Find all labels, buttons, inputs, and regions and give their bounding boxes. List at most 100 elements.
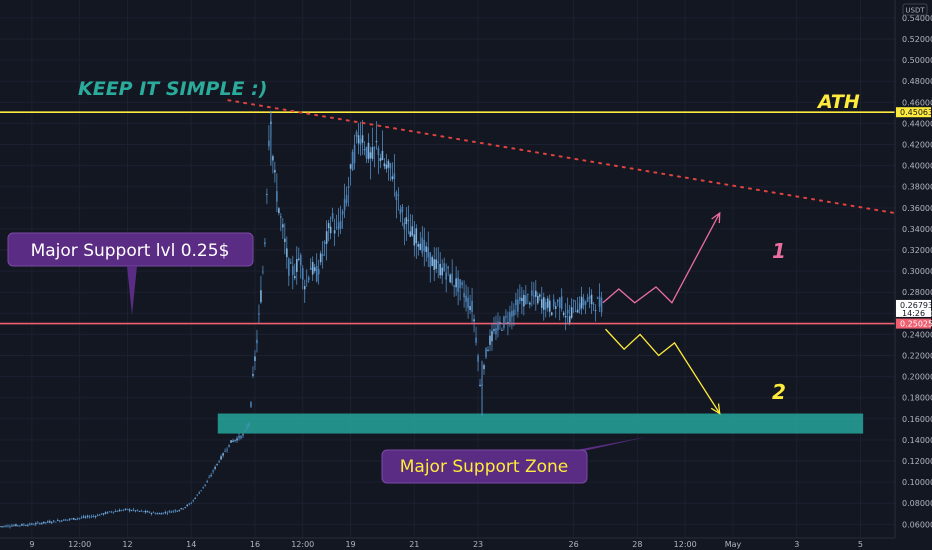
candle-body bbox=[52, 520, 55, 522]
candle-body bbox=[27, 524, 29, 526]
candle-body bbox=[152, 512, 155, 514]
candle-body bbox=[425, 246, 428, 252]
candle-body bbox=[558, 297, 561, 308]
candle-body bbox=[505, 316, 507, 318]
candle-body bbox=[550, 312, 553, 316]
candle-body bbox=[5, 525, 7, 527]
candle-body bbox=[284, 238, 286, 242]
candle-body bbox=[276, 191, 278, 202]
time-tick-label: 9 bbox=[29, 540, 34, 549]
candle-body bbox=[86, 515, 89, 517]
candle-body bbox=[499, 322, 501, 324]
candle-body bbox=[214, 466, 216, 469]
candle-body bbox=[495, 328, 497, 335]
currency-badge[interactable]: USDT bbox=[902, 3, 928, 16]
candle-body bbox=[74, 518, 77, 520]
candle-body bbox=[473, 319, 475, 322]
candle-body bbox=[204, 484, 206, 486]
candle-body bbox=[363, 149, 366, 151]
support-zone-rect bbox=[217, 413, 864, 434]
candle-body bbox=[220, 456, 222, 460]
candle-body bbox=[519, 296, 521, 301]
candle-body bbox=[25, 525, 27, 527]
time-tick-label: 12:00 bbox=[68, 540, 91, 549]
price-tick-label: 0.48000 bbox=[902, 77, 932, 86]
candle-body bbox=[493, 329, 495, 331]
candle-body bbox=[323, 241, 326, 244]
candle-body bbox=[527, 294, 529, 295]
candle-body bbox=[515, 299, 517, 305]
candle-body bbox=[84, 516, 87, 518]
candle-body bbox=[94, 516, 97, 517]
scenario-1-label[interactable]: 1 bbox=[772, 239, 786, 263]
support-lvl-callout[interactable]: Major Support lvl 0.25$ bbox=[7, 232, 254, 315]
price-tick-label: 0.44000 bbox=[902, 119, 932, 128]
candle-body bbox=[479, 384, 481, 387]
title-annotation[interactable]: KEEP IT SIMPLE :) bbox=[78, 78, 267, 100]
time-tick-label: 3 bbox=[794, 540, 799, 549]
candle-body bbox=[264, 242, 266, 245]
candle-body bbox=[321, 254, 324, 256]
candle-body bbox=[385, 164, 388, 169]
candle-body bbox=[164, 512, 167, 513]
candle-body bbox=[292, 266, 294, 275]
candle-body bbox=[533, 295, 535, 297]
candle-body bbox=[335, 226, 338, 228]
scenario-2-label[interactable]: 2 bbox=[772, 380, 786, 404]
candle-body bbox=[150, 512, 153, 514]
candle-body bbox=[353, 144, 356, 164]
horizontal-levels[interactable] bbox=[0, 111, 895, 325]
candle-body bbox=[441, 267, 443, 276]
candle-body bbox=[208, 477, 210, 479]
candle-body bbox=[359, 138, 362, 145]
candle-body bbox=[19, 525, 21, 527]
candle-body bbox=[196, 494, 198, 496]
candle-body bbox=[17, 525, 19, 526]
candle-body bbox=[347, 186, 350, 188]
candle-body bbox=[168, 511, 171, 512]
candle-body bbox=[423, 239, 426, 252]
candle-body bbox=[262, 271, 264, 273]
candle-body bbox=[232, 440, 234, 442]
candle-body bbox=[288, 258, 290, 276]
candle-body bbox=[76, 518, 79, 520]
candle-body bbox=[319, 253, 322, 263]
time-tick-label: 12:00 bbox=[291, 540, 314, 549]
candle-body bbox=[33, 524, 35, 526]
ath-label[interactable]: ATH bbox=[816, 91, 860, 113]
candle-body bbox=[556, 300, 559, 302]
candle-body bbox=[172, 510, 175, 512]
candle-body bbox=[23, 524, 25, 526]
candle-body bbox=[15, 524, 17, 527]
candle-body bbox=[491, 331, 493, 342]
candle-body bbox=[162, 512, 165, 514]
candle-body bbox=[102, 513, 105, 515]
candle-body bbox=[186, 504, 189, 506]
candle-body bbox=[471, 300, 473, 312]
price-tick-label: 0.12000 bbox=[902, 457, 932, 466]
candle-body bbox=[212, 470, 214, 472]
candle-body bbox=[596, 297, 599, 299]
candle-body bbox=[379, 157, 382, 162]
candle-body bbox=[578, 303, 581, 310]
time-tick-label: 12 bbox=[122, 540, 132, 549]
candle-body bbox=[280, 216, 282, 218]
candle-body bbox=[566, 309, 569, 314]
support-zone-callout[interactable]: Major Support Zone bbox=[381, 437, 646, 484]
candle-body bbox=[517, 299, 519, 312]
trendline-group[interactable] bbox=[227, 99, 896, 215]
candle-body bbox=[216, 463, 218, 465]
candle-body bbox=[542, 297, 545, 310]
candle-body bbox=[373, 147, 376, 149]
candle-body bbox=[343, 199, 346, 211]
candle-body bbox=[371, 147, 374, 159]
price-scale-panel[interactable] bbox=[895, 0, 932, 550]
candle-body bbox=[501, 329, 503, 331]
candle-body bbox=[489, 335, 491, 345]
candle-body bbox=[351, 151, 354, 171]
candle-body bbox=[100, 513, 103, 515]
candle-body bbox=[48, 521, 51, 523]
time-tick-label: 5 bbox=[858, 540, 863, 549]
candle-body bbox=[160, 513, 163, 515]
